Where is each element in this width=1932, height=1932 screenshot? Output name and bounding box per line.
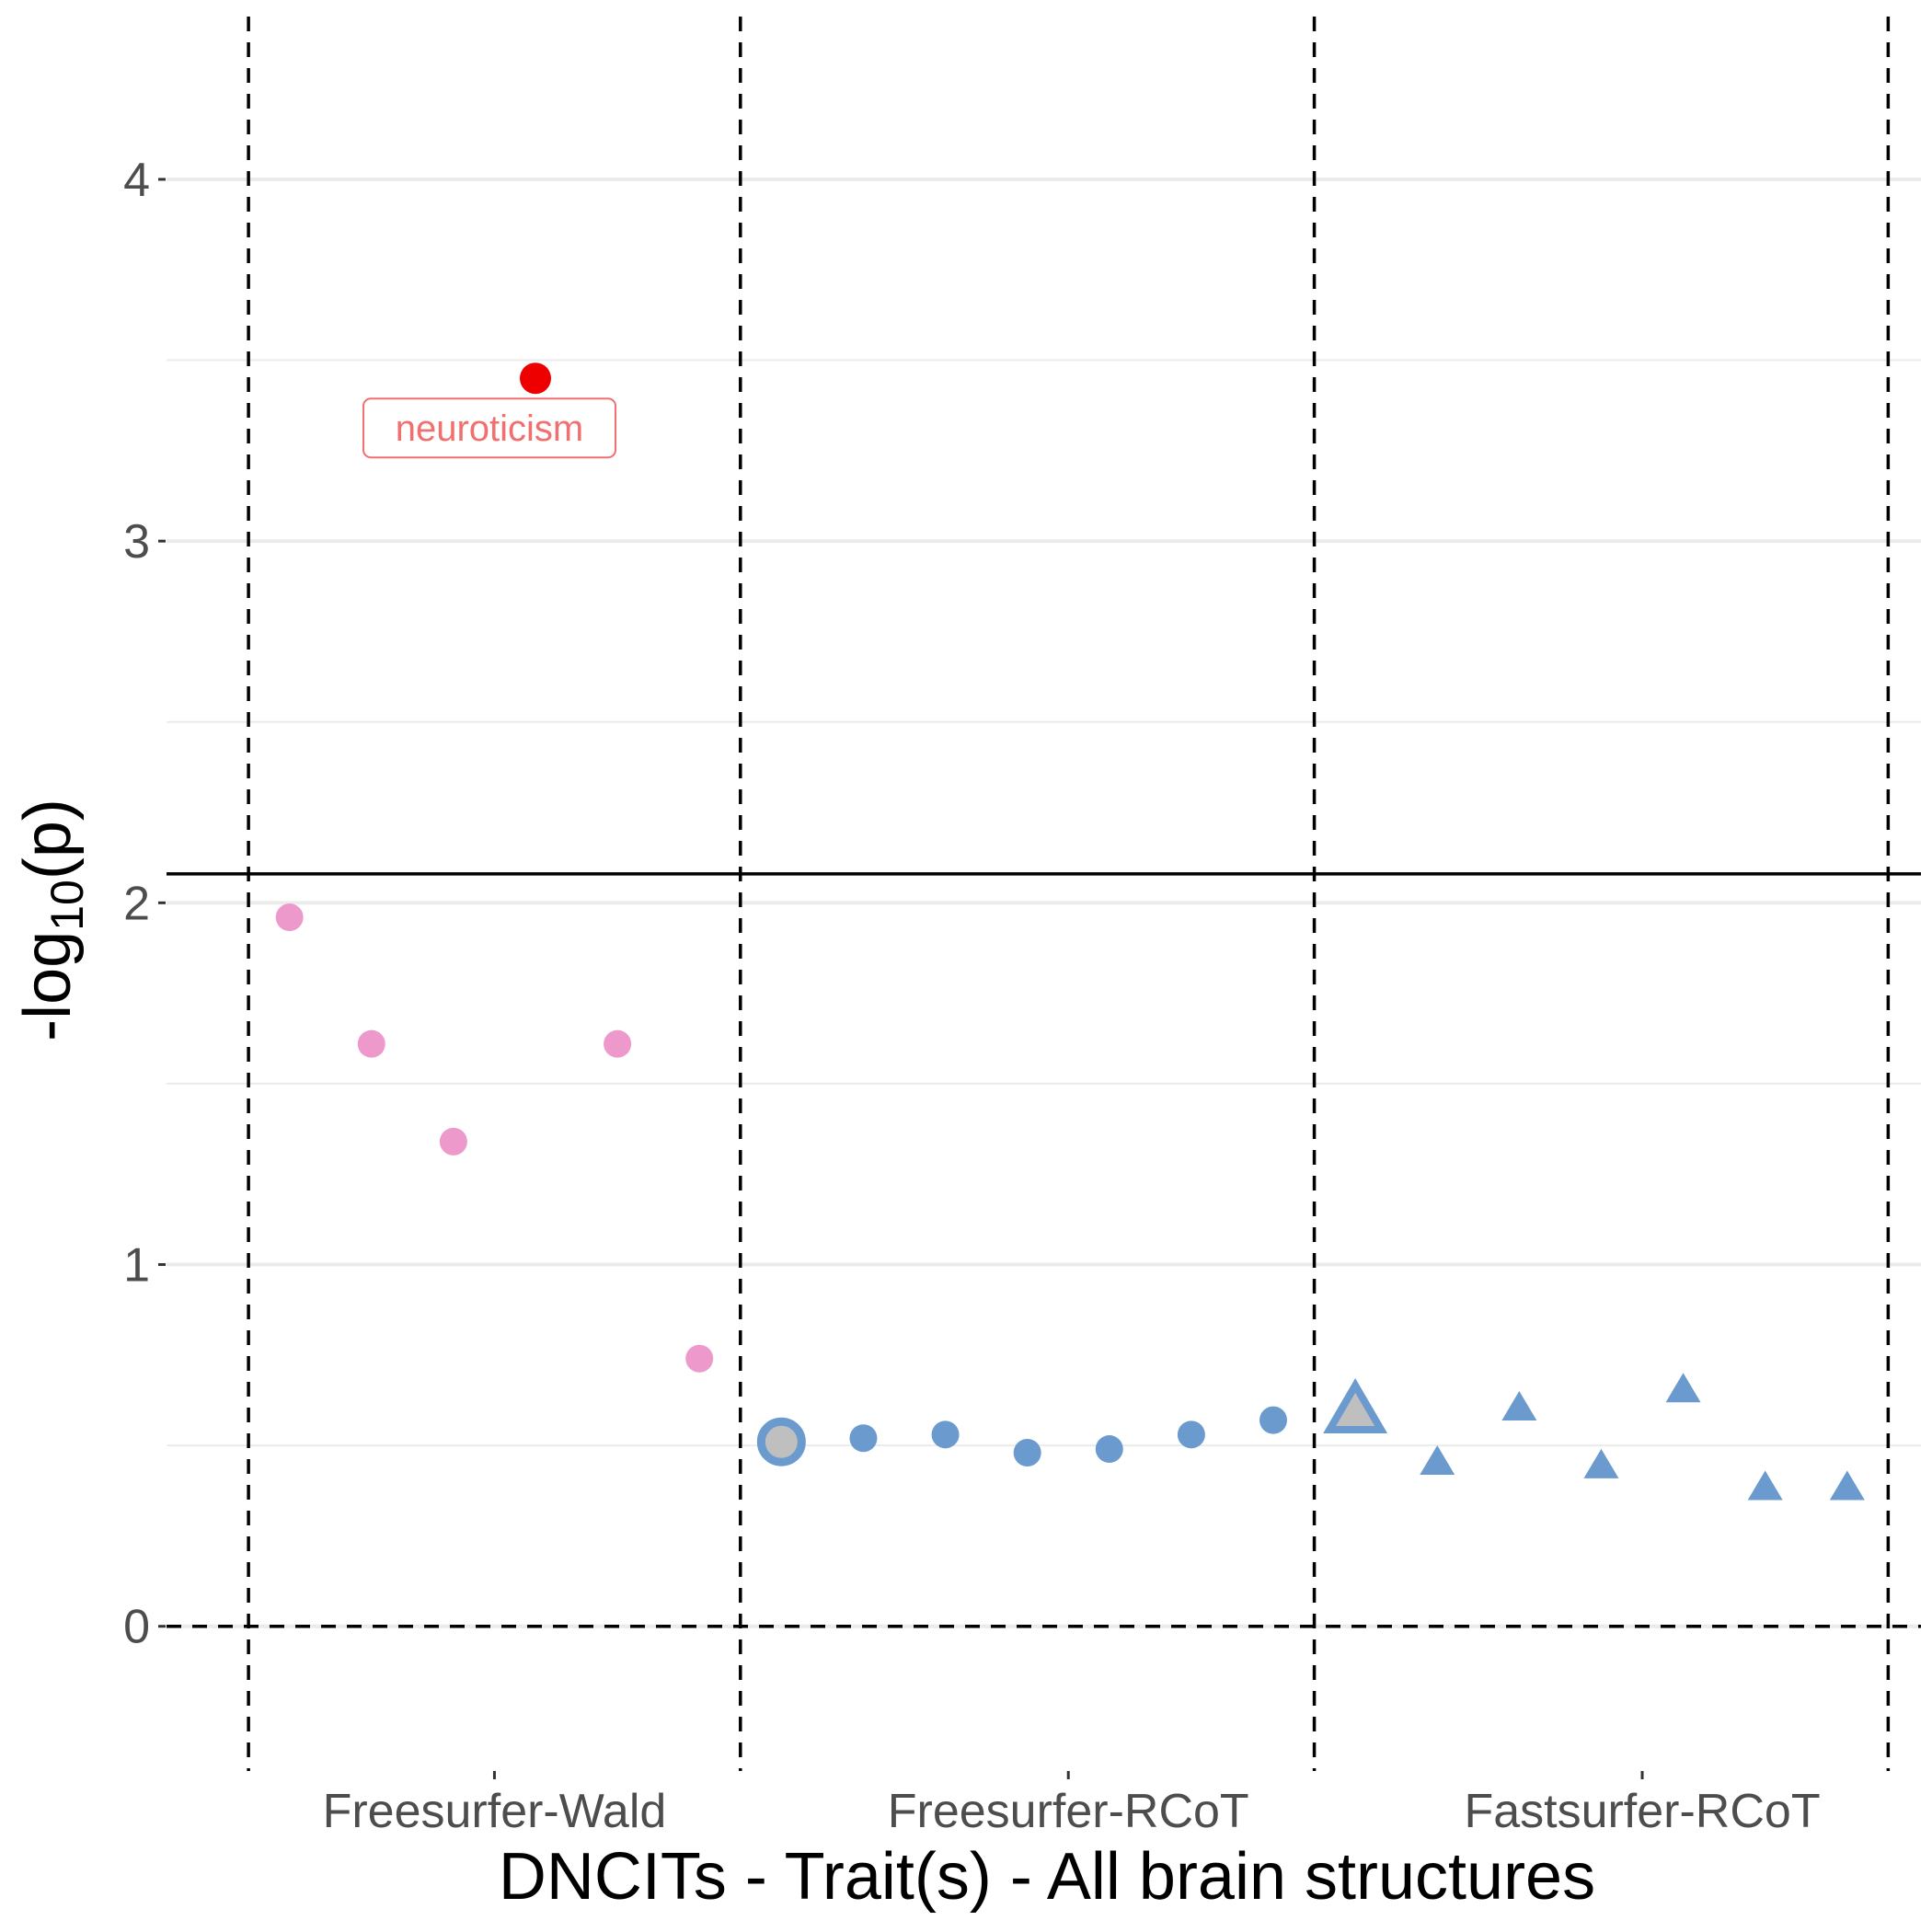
- data-point-triangle: [1747, 1470, 1783, 1501]
- data-point-triangle: [1501, 1390, 1537, 1420]
- annotation-label: neuroticism: [396, 408, 584, 449]
- y-axis-title-subscript: 10: [41, 880, 93, 931]
- y-axis-title-main: -log: [11, 931, 85, 1041]
- data-point: [931, 1420, 960, 1449]
- y-tick-label: 1: [123, 1239, 150, 1293]
- data-point: [1177, 1420, 1205, 1449]
- data-point: [1259, 1406, 1288, 1434]
- data-point: [604, 1029, 632, 1058]
- data-point: [275, 903, 304, 932]
- data-point-outlined-triangle: [1323, 1378, 1388, 1433]
- x-axis: Freesurfer-Wald Freesurfer-RCoT Fastsurfer…: [323, 1771, 1821, 1838]
- y-axis-title-tail: (p): [11, 799, 85, 880]
- y-axis-title: -log10(p): [11, 799, 93, 1041]
- y-tick-label: 4: [123, 154, 150, 207]
- x-tick-label: Freesurfer-Wald: [323, 1785, 667, 1838]
- data-point: [439, 1127, 467, 1156]
- data-point: [1095, 1435, 1123, 1464]
- annotations: neuroticism: [362, 397, 617, 459]
- data-point: [1013, 1438, 1041, 1466]
- data-point-triangle: [1665, 1373, 1701, 1403]
- reference-lines: [167, 872, 1921, 1628]
- data-point-triangle: [1420, 1444, 1455, 1475]
- data-point: [685, 1344, 714, 1373]
- x-axis-title: DNCITs - Trait(s) - All brain structures: [499, 1840, 1595, 1914]
- data-point-triangle: [1583, 1448, 1619, 1478]
- data-points: [275, 362, 1865, 1501]
- data-point-highlighted: [520, 362, 552, 395]
- group-separators: [247, 17, 1891, 1771]
- y-axis: 0 1 2 3 4: [123, 154, 166, 1654]
- y-tick-label: 2: [123, 877, 150, 930]
- data-point-outlined: [756, 1417, 806, 1466]
- data-point-triangle: [1829, 1470, 1865, 1501]
- x-tick-label: Fastsurfer-RCoT: [1464, 1785, 1820, 1838]
- data-point: [357, 1029, 385, 1058]
- x-tick-label: Freesurfer-RCoT: [888, 1785, 1249, 1838]
- data-point: [849, 1424, 878, 1453]
- annotation-box: [362, 397, 617, 459]
- y-tick-label: 3: [123, 515, 150, 569]
- y-tick-label: 0: [123, 1601, 150, 1654]
